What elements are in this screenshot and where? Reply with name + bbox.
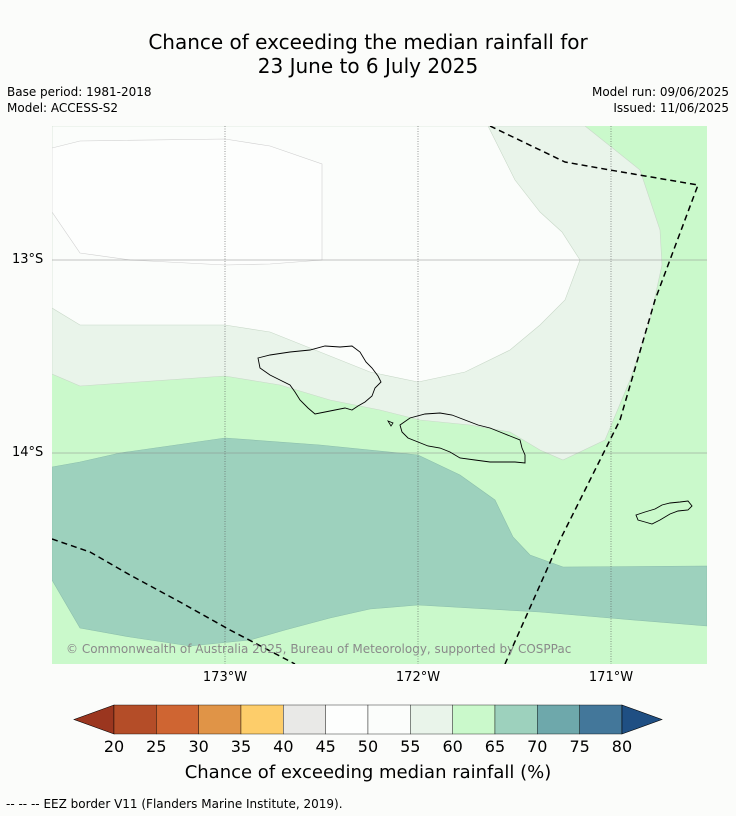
colorbar-tick-label: 55 <box>400 737 421 756</box>
colorbar-tick-label: 65 <box>484 737 506 756</box>
colorbar-tick-label: 45 <box>315 737 336 756</box>
eez-legend: -- -- -- EEZ border V11 (Flanders Marine… <box>6 797 343 811</box>
colorbar-swatch <box>579 704 623 735</box>
eez-border-south <box>52 538 296 664</box>
lon-label-172w: 172°W <box>395 670 441 685</box>
colorbar-tick-label: 25 <box>146 737 167 756</box>
colorbar-swatch <box>113 704 157 735</box>
title-line-1: Chance of exceeding the median rainfall … <box>148 30 588 54</box>
colorbar-swatch <box>494 704 538 735</box>
lon-label-171w: 171°W <box>588 670 634 685</box>
meta-right: Model run: 09/06/2025 Issued: 11/06/2025 <box>592 84 729 116</box>
lon-label-173w: 173°W <box>202 670 248 685</box>
colorbar-swatch <box>283 704 326 735</box>
lat-label-13s: 13°S <box>12 252 44 267</box>
colorbar-swatch <box>367 704 411 735</box>
colorbar-extend-high <box>621 704 663 735</box>
colorbar-title: Chance of exceeding median rainfall (%) <box>184 762 552 783</box>
colorbar-tick-label: 35 <box>230 737 252 756</box>
base-period: Base period: 1981-2018 <box>7 85 152 99</box>
upolu-island <box>399 412 526 464</box>
model-run: Model run: 09/06/2025 <box>591 85 729 99</box>
tutuila-island <box>635 500 693 525</box>
savaii-island <box>257 345 382 415</box>
colorbar-tick-label: 30 <box>188 737 209 756</box>
issued-date: Issued: 11/06/2025 <box>613 101 729 115</box>
colorbar-swatch <box>156 704 199 735</box>
model-name: Model: ACCESS-S2 <box>7 101 119 115</box>
copyright-text: © Commonwealth of Australia 2025, Bureau… <box>66 642 571 656</box>
colorbar-tick-label: 20 <box>103 737 125 756</box>
map-title: Chance of exceeding the median rainfall … <box>0 30 736 78</box>
colorbar-swatch <box>537 704 580 735</box>
region-45-50 <box>52 138 323 266</box>
colorbar-tick-label: 60 <box>442 737 463 756</box>
colorbar-tick-label: 75 <box>569 737 590 756</box>
eez-legend-line-icon: -- -- -- <box>6 797 44 811</box>
colorbar-tick-label: 40 <box>273 737 294 756</box>
lat-label-14s: 14°S <box>12 445 44 460</box>
meta-left: Base period: 1981-2018 Model: ACCESS-S2 <box>7 84 152 116</box>
colorbar-tick-label: 70 <box>527 737 548 756</box>
colorbar-swatch <box>325 704 369 735</box>
eez-border-east <box>489 126 700 664</box>
colorbar-swatch <box>410 704 453 735</box>
colorbar-swatch <box>240 704 284 735</box>
small-island <box>387 420 394 427</box>
colorbar-swatch <box>452 704 496 735</box>
colorbar-extend-low <box>73 704 115 735</box>
colorbar-swatch <box>198 704 242 735</box>
eez-legend-text: EEZ border V11 (Flanders Marine Institut… <box>43 797 343 811</box>
colorbar-tick-label: 80 <box>611 737 633 756</box>
colorbar-tick-label: 50 <box>357 737 379 756</box>
colorbar <box>73 704 663 735</box>
region-65-70 <box>52 437 707 647</box>
title-line-2: 23 June to 6 July 2025 <box>257 54 479 78</box>
